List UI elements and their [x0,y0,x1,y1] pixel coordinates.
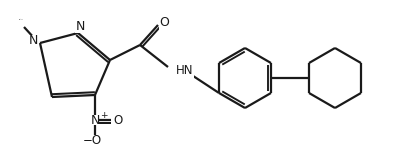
Text: N: N [90,113,100,126]
Text: +: + [100,111,108,120]
Text: methyl: methyl [20,19,25,20]
Text: methyl: methyl [18,18,24,20]
Text: N: N [75,20,85,33]
Text: N: N [28,35,38,47]
Text: HN: HN [176,64,194,78]
Text: methyl: methyl [14,14,19,15]
Text: −O: −O [82,135,102,148]
Text: O: O [159,16,169,29]
Text: O: O [113,113,123,126]
